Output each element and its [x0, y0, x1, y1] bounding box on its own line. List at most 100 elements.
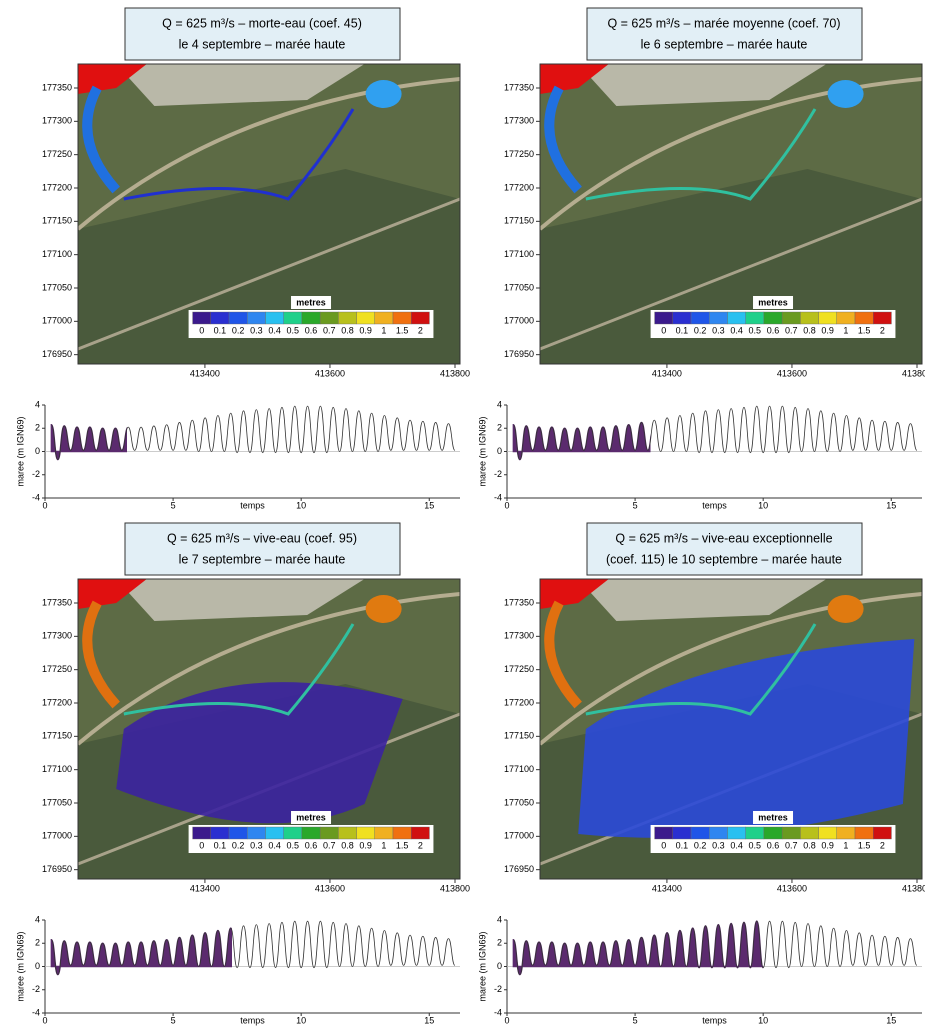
legend-label: 0.3	[712, 840, 725, 850]
tide-x-tick-label: 5	[633, 1015, 638, 1025]
legend-swatch	[727, 827, 745, 839]
tide-x-tick-label: 5	[633, 500, 638, 510]
tide-x-tick-label: 0	[504, 1015, 509, 1025]
legend-swatch	[229, 312, 247, 324]
map-x-tick-label: 413800	[902, 883, 925, 893]
legend-label: 0.8	[803, 840, 816, 850]
map-y-tick-label: 177000	[504, 316, 534, 326]
legend-swatch	[764, 312, 782, 324]
legend-swatch	[746, 827, 764, 839]
map-y-tick-label: 177150	[42, 216, 72, 226]
tide-y-label: maree (m IGN69)	[15, 416, 25, 486]
tide-x-tick-label: 0	[504, 500, 509, 510]
tide-y-tick-label: 0	[35, 961, 40, 971]
map-y-tick-label: 177250	[42, 664, 72, 674]
legend-swatch	[229, 827, 247, 839]
tide-x-tick-label: 15	[886, 500, 896, 510]
legend-swatch	[691, 827, 709, 839]
map-y-tick-label: 177300	[42, 631, 72, 641]
legend-swatch	[320, 312, 338, 324]
title-line: Q = 625 m³/s – vive-eau (coef. 95)	[167, 531, 357, 545]
legend-label: 0.3	[712, 325, 725, 335]
legend-title: metres	[758, 297, 788, 307]
legend-swatch	[411, 827, 429, 839]
legend-label: 2	[880, 840, 885, 850]
legend-swatch	[837, 312, 855, 324]
legend-swatch	[800, 827, 818, 839]
tide-x-tick-label: 15	[424, 500, 434, 510]
legend-swatch	[709, 312, 727, 324]
title-line: le 6 septembre – marée haute	[641, 37, 808, 51]
legend-label: 0	[661, 325, 666, 335]
tide-y-tick-label: -4	[32, 1007, 40, 1017]
legend-swatch	[855, 827, 873, 839]
legend-label: 0.7	[785, 840, 798, 850]
title-line: (coef. 115) le 10 septembre – marée haut…	[606, 552, 842, 566]
legend-label: 0	[199, 325, 204, 335]
legend-swatch	[727, 312, 745, 324]
legend-label: 2	[880, 325, 885, 335]
legend-label: 1.5	[858, 840, 871, 850]
legend-swatch	[302, 827, 320, 839]
legend-swatch	[320, 827, 338, 839]
map-y-tick-label: 176950	[504, 349, 534, 359]
map-y-tick-label: 177350	[504, 597, 534, 607]
tide-y-tick-label: 4	[35, 399, 40, 409]
legend-label: 0.6	[767, 840, 780, 850]
map-y-tick-label: 177050	[42, 282, 72, 292]
legend-swatch	[393, 312, 411, 324]
legend-swatch	[709, 827, 727, 839]
legend-swatch	[746, 312, 764, 324]
map-y-tick-label: 176950	[42, 349, 72, 359]
map-x-tick-label: 413600	[777, 368, 807, 378]
map-y-tick-label: 177150	[42, 731, 72, 741]
tide-y-tick-label: -2	[494, 469, 502, 479]
legend-label: 2	[418, 840, 423, 850]
tide-x-tick-label: 10	[296, 500, 306, 510]
legend-label: 0	[199, 840, 204, 850]
legend-title: metres	[296, 812, 326, 822]
map-y-tick-label: 177050	[504, 797, 534, 807]
legend-swatch	[837, 827, 855, 839]
legend-label: 1.5	[858, 325, 871, 335]
legend-label: 0.2	[694, 325, 707, 335]
map-y-tick-label: 177100	[504, 764, 534, 774]
legend-swatch	[211, 827, 229, 839]
map-y-tick-label: 177150	[504, 731, 534, 741]
tide-y-tick-label: -2	[494, 984, 502, 994]
tide-x-tick-label: 15	[886, 1015, 896, 1025]
map-y-tick-label: 177350	[504, 82, 534, 92]
map-x-tick-label: 413600	[315, 368, 345, 378]
legend-label: 0.6	[767, 325, 780, 335]
tide-y-tick-label: 2	[35, 423, 40, 433]
legend-swatch	[302, 312, 320, 324]
legend-label: 1.5	[396, 325, 409, 335]
legend-label: 1	[381, 325, 386, 335]
tide-x-tick-label: 10	[758, 500, 768, 510]
map-y-tick-label: 177000	[42, 831, 72, 841]
tide-y-tick-label: 2	[35, 938, 40, 948]
legend-swatch	[873, 312, 891, 324]
tide-x-label: temps	[702, 500, 727, 510]
legend-label: 0.5	[749, 840, 762, 850]
tide-y-tick-label: 4	[497, 399, 502, 409]
legend-swatch	[265, 827, 283, 839]
legend-swatch	[673, 827, 691, 839]
map-y-tick-label: 177300	[42, 116, 72, 126]
tide-y-tick-label: -2	[32, 469, 40, 479]
map-y-tick-label: 177300	[504, 631, 534, 641]
tide-y-tick-label: 0	[497, 961, 502, 971]
legend-label: 0.2	[232, 325, 245, 335]
legend-swatch	[247, 312, 265, 324]
legend-swatch	[691, 312, 709, 324]
tide-x-label: temps	[240, 500, 265, 510]
legend-title: metres	[758, 812, 788, 822]
tide-x-tick-label: 10	[296, 1015, 306, 1025]
legend-label: 0.7	[323, 325, 336, 335]
legend-label: 0.9	[359, 325, 372, 335]
legend-label: 0.4	[268, 840, 281, 850]
legend-swatch	[357, 312, 375, 324]
legend-swatch	[873, 827, 891, 839]
legend-label: 0.2	[232, 840, 245, 850]
legend-label: 0	[661, 840, 666, 850]
